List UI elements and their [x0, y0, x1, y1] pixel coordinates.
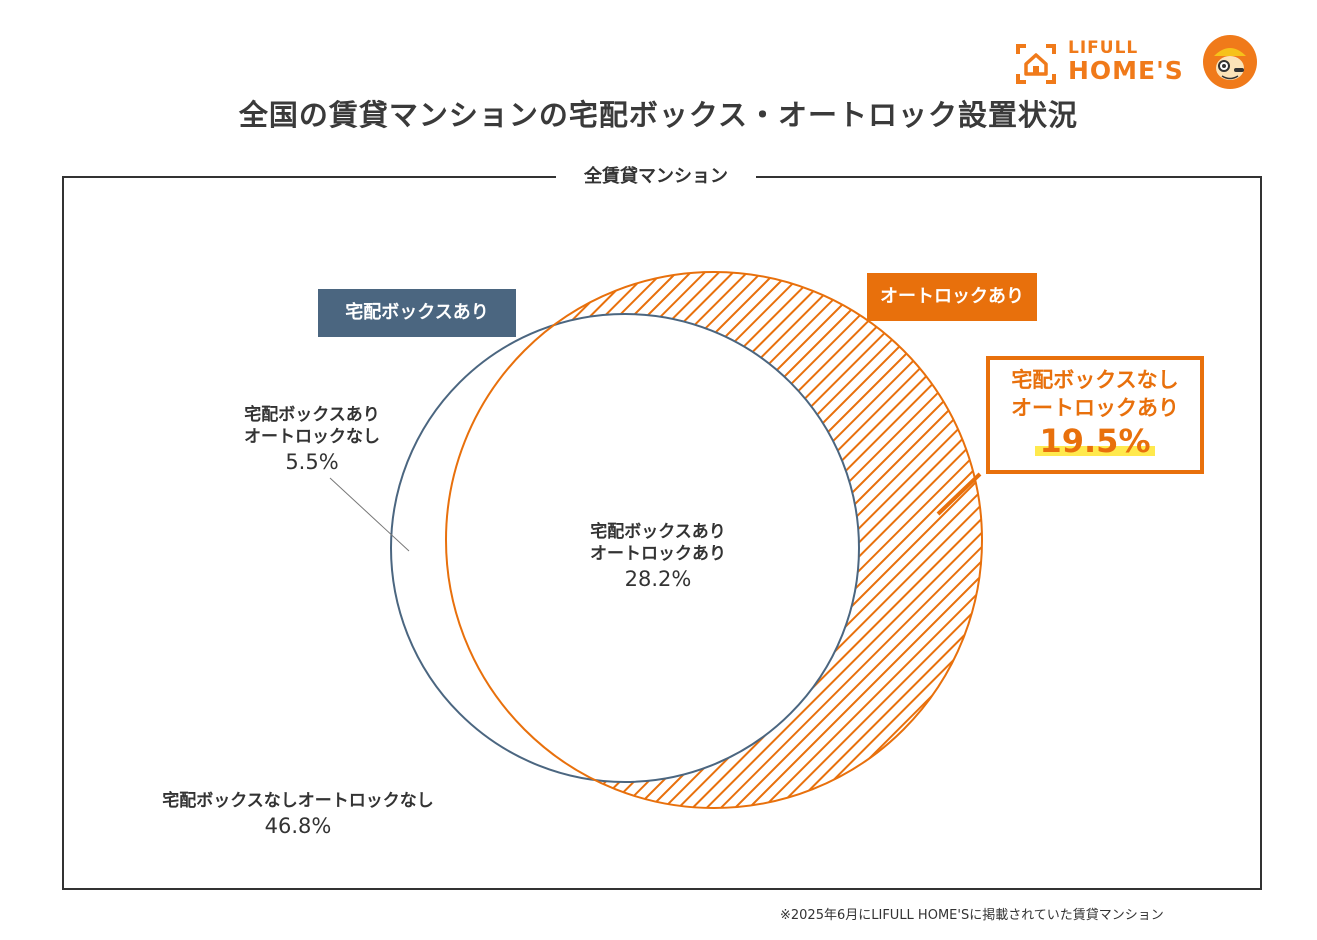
- region-neither-label: 宅配ボックスなしオートロックなし: [162, 791, 434, 811]
- logo-line2: HOME'S: [1068, 56, 1184, 85]
- leader-line-autolock-only: [936, 472, 982, 516]
- region-neither: 宅配ボックスなしオートロックなし 46.8%: [118, 790, 478, 840]
- footnote: ※2025年6月にLIFULL HOME'Sに掲載されていた賃貸マンション: [780, 908, 1164, 923]
- region-box-only-line2: オートロックなし: [244, 427, 380, 447]
- region-autolock-only-value: 19.5%: [1035, 422, 1155, 460]
- region-box-only: 宅配ボックスあり オートロックなし 5.5%: [222, 404, 402, 476]
- mascot-icon: [1203, 35, 1257, 89]
- region-autolock-only-line2: オートロックあり: [1011, 396, 1179, 420]
- set-label-delivery-box: 宅配ボックスあり: [318, 289, 516, 337]
- house-icon: [1016, 44, 1056, 84]
- region-box-only-line1: 宅配ボックスあり: [244, 405, 380, 425]
- autolock-circle: [445, 271, 983, 809]
- region-box-only-value: 5.5%: [285, 450, 339, 474]
- region-both-value: 28.2%: [624, 567, 692, 591]
- delivery-box-circle: [390, 313, 860, 783]
- leader-line-box-only: [329, 477, 410, 552]
- chart-title: 全国の賃貸マンションの宅配ボックス・オートロック設置状況: [238, 98, 1079, 132]
- value-highlight: [1035, 446, 1155, 456]
- region-autolock-only-value-text: 19.5%: [1039, 422, 1151, 460]
- region-autolock-only-line1: 宅配ボックスなし: [1011, 368, 1179, 392]
- frame-label: 全賃貸マンション: [556, 164, 756, 190]
- region-both-line1: 宅配ボックスあり: [590, 522, 726, 542]
- logo-line1: LIFULL: [1068, 38, 1139, 58]
- set-label-autolock: オートロックあり: [867, 273, 1037, 321]
- region-both: 宅配ボックスあり オートロックあり 28.2%: [568, 521, 748, 593]
- region-autolock-only-callout: 宅配ボックスなし オートロックあり 19.5%: [986, 356, 1204, 474]
- region-both-line2: オートロックあり: [590, 544, 726, 564]
- intersection-region: [446, 314, 859, 782]
- region-neither-value: 46.8%: [264, 814, 332, 838]
